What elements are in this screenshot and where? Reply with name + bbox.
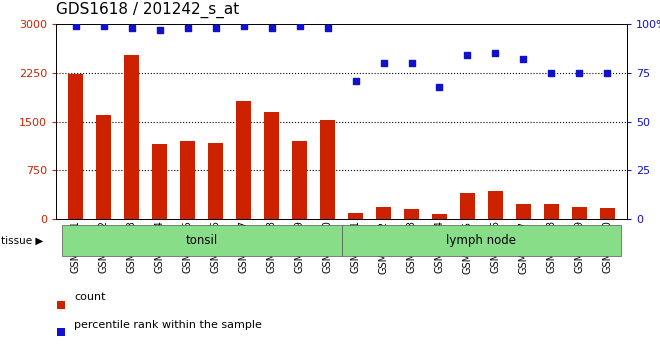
Text: tonsil: tonsil (185, 234, 218, 247)
Bar (68, 74, 83, 219)
Point (574, 70, 585, 76)
Point (266, 25, 277, 31)
Bar (264, 112, 279, 219)
Point (462, 52, 473, 58)
Bar (236, 101, 251, 219)
Point (211, 25, 221, 31)
Text: count: count (74, 293, 106, 302)
Bar (544, 204, 559, 219)
Bar (348, 213, 363, 219)
Bar (124, 55, 139, 219)
Bar (208, 143, 223, 219)
Point (126, 25, 137, 31)
Point (154, 27, 165, 33)
Bar (488, 191, 503, 219)
Point (238, 23, 249, 29)
Text: GDS1618 / 201242_s_at: GDS1618 / 201242_s_at (56, 2, 240, 18)
Point (71, 23, 81, 29)
Point (322, 25, 333, 31)
FancyBboxPatch shape (342, 225, 622, 256)
Bar (180, 141, 195, 219)
Bar (515, 204, 531, 219)
Point (434, 84, 445, 89)
Bar (572, 207, 587, 219)
Point (350, 78, 361, 83)
Point (182, 25, 193, 31)
Point (490, 51, 501, 56)
Bar (460, 193, 475, 219)
Point (518, 57, 529, 62)
Bar (292, 141, 308, 219)
Point (294, 23, 305, 29)
Point (98, 23, 109, 29)
Text: percentile rank within the sample: percentile rank within the sample (74, 320, 262, 330)
Point (378, 60, 389, 66)
Bar (376, 207, 391, 219)
Bar (404, 209, 419, 219)
Point (407, 60, 417, 66)
Bar (432, 214, 447, 219)
Point (602, 70, 612, 76)
Bar (600, 208, 615, 219)
Point (546, 70, 557, 76)
Text: tissue ▶: tissue ▶ (1, 236, 44, 246)
FancyBboxPatch shape (61, 225, 342, 256)
Bar (152, 144, 168, 219)
Bar (96, 115, 112, 219)
Text: lymph node: lymph node (446, 234, 517, 247)
Bar (320, 120, 335, 219)
